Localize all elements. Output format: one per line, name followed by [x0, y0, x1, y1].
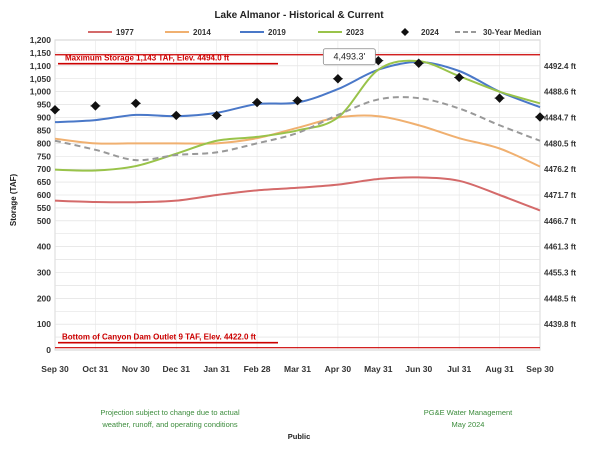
x-tick-label: Sep 30 — [41, 364, 69, 374]
footer-org: PG&E Water Management — [424, 408, 513, 417]
chart-title: Lake Almanor - Historical & Current — [214, 10, 384, 21]
right-tick-label: 4492.4 ft — [544, 62, 576, 71]
y-tick-label: 500 — [37, 216, 51, 226]
y-tick-label: 1,000 — [30, 87, 52, 97]
footer-note-line2: weather, runoff, and operating condition… — [101, 420, 238, 429]
legend-label-2024: 2024 — [421, 28, 439, 37]
min-storage-label: Bottom of Canyon Dam Outlet 9 TAF, Elev.… — [62, 333, 256, 342]
y-tick-label: 0 — [46, 345, 51, 355]
y-tick-label: 850 — [37, 125, 51, 135]
legend-marker-2024 — [401, 28, 409, 36]
series-line-30-year-median — [54, 96, 541, 162]
y-tick-label: 1,200 — [30, 35, 52, 45]
elevation-callout-box — [322, 48, 376, 66]
right-tick-label: 4439.8 ft — [544, 320, 576, 329]
x-tick-label: Jun 30 — [405, 364, 432, 374]
x-tick-label: Jan 31 — [203, 364, 230, 374]
footer-date: May 2024 — [452, 420, 485, 429]
footer-public: Public — [288, 432, 311, 441]
y-tick-label: 1,150 — [30, 48, 52, 58]
y-tick-label: 600 — [37, 190, 51, 200]
x-tick-label: Mar 31 — [284, 364, 311, 374]
legend: 1977 2014 2019 2023 2024 30-Year Median — [88, 28, 541, 37]
right-tick-label: 4471.7 ft — [544, 191, 576, 200]
max-storage-label: Maximum Storage 1,143 TAF, Elev. 4494.0 … — [65, 54, 230, 63]
x-tick-label: Sep 30 — [526, 364, 554, 374]
legend-label-2023: 2023 — [346, 28, 364, 37]
x-tick-label: Apr 30 — [325, 364, 352, 374]
y-tick-label: 650 — [37, 177, 51, 187]
x-tick-label: Feb 28 — [244, 364, 271, 374]
right-tick-label: 4455.3 ft — [544, 269, 576, 278]
y-axis-label: Storage (TAF) — [9, 174, 18, 227]
series-line-1977 — [54, 176, 541, 212]
x-tick-label: Dec 31 — [163, 364, 191, 374]
limit-lines — [55, 54, 540, 349]
y-tick-label: 1,050 — [30, 74, 52, 84]
right-tick-label: 4448.5 ft — [544, 294, 576, 303]
y-tick-label: 900 — [37, 113, 51, 123]
x-tick-label: Aug 31 — [485, 364, 514, 374]
x-tick-label: Oct 31 — [82, 364, 108, 374]
legend-label-2019: 2019 — [268, 28, 286, 37]
points-2024 — [50, 55, 545, 122]
series-line-2014 — [54, 114, 541, 168]
legend-label-1977: 1977 — [116, 28, 134, 37]
y-tick-label: 1,100 — [30, 61, 52, 71]
y-tick-label: 950 — [37, 100, 51, 110]
y-tick-label: 700 — [37, 164, 51, 174]
right-tick-label: 4480.5 ft — [544, 139, 576, 148]
elevation-callout-text: 4,493.3' — [333, 52, 365, 62]
legend-label-30-year-median: 30-Year Median — [483, 28, 541, 37]
y-tick-label: 300 — [37, 268, 51, 278]
right-tick-label: 4488.6 ft — [544, 88, 576, 97]
y-tick-label: 750 — [37, 151, 51, 161]
x-tick-label: Jul 31 — [447, 364, 471, 374]
y-tick-label: 550 — [37, 203, 51, 213]
footer-note-line1: Projection subject to change due to actu… — [100, 408, 240, 417]
axes: 0 100 200 300 400 500 550 600 650 700 750 800 850 900… — [30, 35, 577, 374]
right-tick-label: 4461.3 ft — [544, 243, 576, 252]
y-tick-label: 200 — [37, 293, 51, 303]
x-tick-label: May 31 — [364, 364, 393, 374]
right-tick-label: 4476.2 ft — [544, 165, 576, 174]
right-tick-label: 4484.7 ft — [544, 114, 576, 123]
annotations: 4,493.3' Maximum Storage 1,143 TAF, Elev.… — [62, 48, 376, 342]
legend-label-2014: 2014 — [193, 28, 211, 37]
grid — [54, 39, 541, 351]
y-tick-label: 100 — [37, 319, 51, 329]
y-tick-label: 800 — [37, 138, 51, 148]
right-tick-label: 4466.7 ft — [544, 217, 576, 226]
x-tick-label: Nov 30 — [122, 364, 150, 374]
y-tick-label: 400 — [37, 242, 51, 252]
